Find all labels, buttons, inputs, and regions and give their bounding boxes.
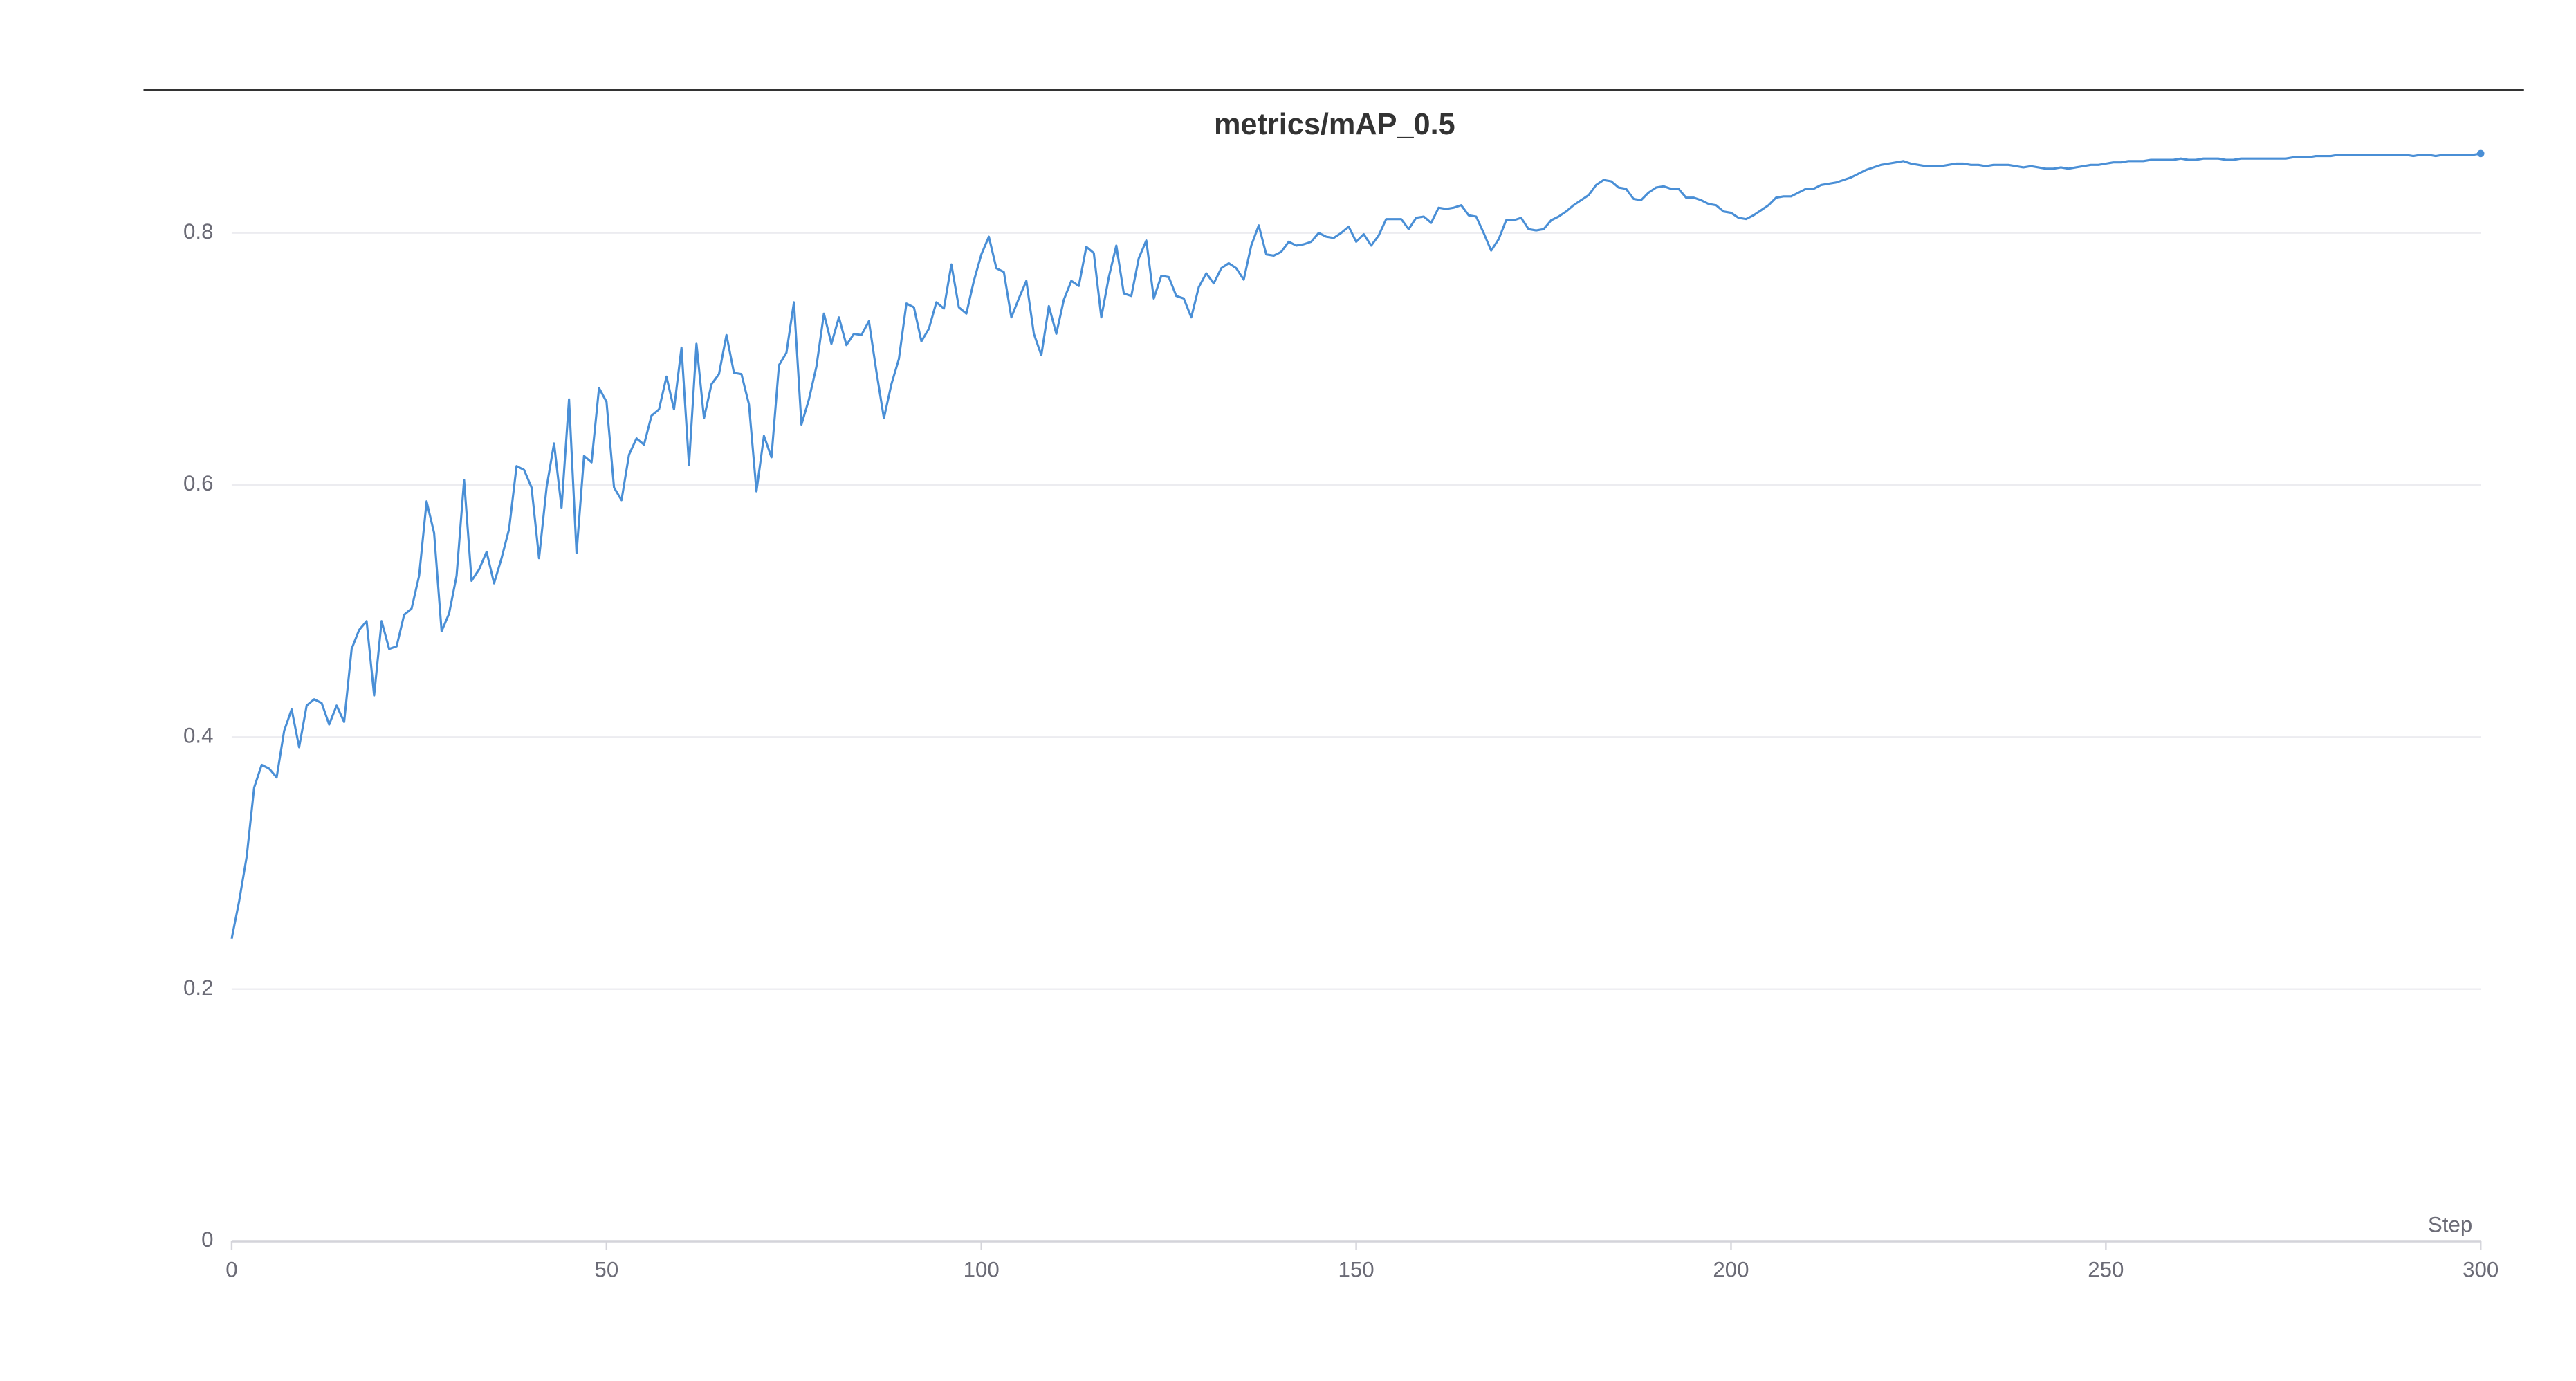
x-tick-label: 100 [964, 1258, 1000, 1282]
chart-title: metrics/mAP_0.5 [1214, 108, 1455, 141]
data-line [230, 152, 2481, 940]
y-tick-label: 0.2 [183, 976, 213, 1000]
y-tick-label: 0.6 [183, 471, 213, 495]
x-tick-label: 300 [2463, 1258, 2499, 1282]
x-tick-label: 250 [2088, 1258, 2124, 1282]
y-tick-label: 0 [201, 1227, 213, 1252]
x-tick-label: 150 [1338, 1258, 1374, 1282]
end-point [2476, 149, 2485, 158]
x-tick-label: 200 [1713, 1258, 1749, 1282]
y-tick-label: 0.8 [183, 219, 213, 244]
x-axis-label: Step [2428, 1213, 2472, 1237]
x-tick-label: 0 [226, 1258, 237, 1282]
x-tick-label: 50 [594, 1258, 618, 1282]
y-tick-label: 0.4 [183, 724, 213, 748]
